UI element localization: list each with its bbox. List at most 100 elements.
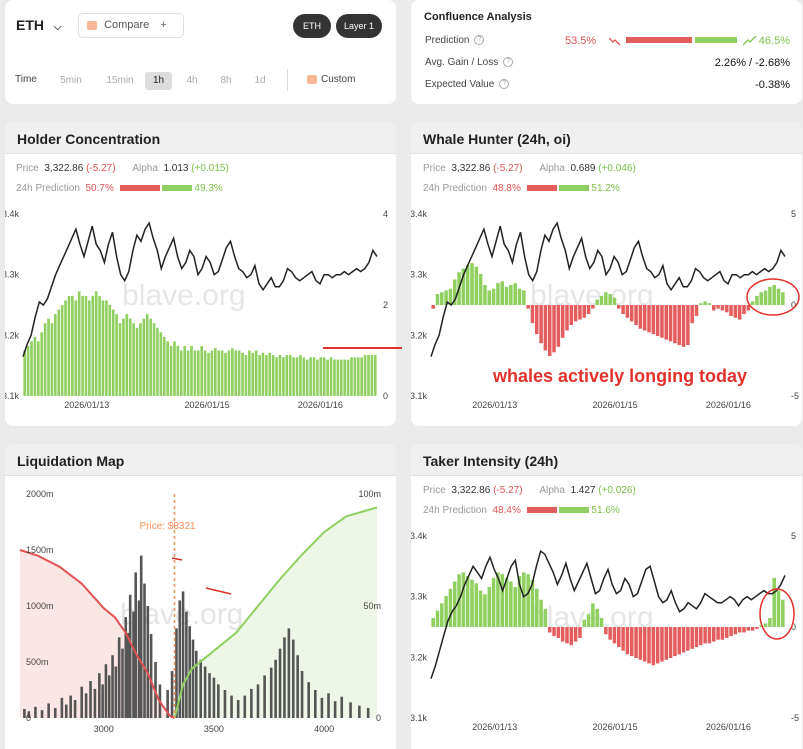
asset-selector[interactable]: ETH ⌵ <box>16 17 61 33</box>
bar <box>677 627 681 655</box>
bar <box>655 627 660 664</box>
price-line <box>22 221 378 357</box>
liq-bar <box>166 690 169 718</box>
bar <box>547 305 552 356</box>
bar <box>750 627 755 631</box>
custom-button[interactable]: Custom <box>307 74 355 85</box>
bar <box>599 295 604 305</box>
bar <box>768 617 772 627</box>
liq-bar <box>250 688 253 718</box>
bar <box>746 627 751 631</box>
tf-5min[interactable]: 5min <box>60 75 82 86</box>
bar <box>655 305 660 336</box>
bar <box>500 281 504 305</box>
bar <box>487 290 492 305</box>
bar <box>612 297 617 305</box>
liq-bar <box>117 637 121 718</box>
liq-bar <box>128 594 132 718</box>
liq-bar <box>185 611 188 718</box>
bar <box>556 627 561 638</box>
y-tick-right: 5 <box>791 209 796 219</box>
card-header <box>411 444 802 476</box>
bar <box>547 627 552 633</box>
liq-bar <box>349 702 352 718</box>
bar <box>608 627 612 640</box>
bar <box>742 627 746 633</box>
bar <box>569 305 574 326</box>
bar <box>81 295 84 396</box>
bar <box>543 608 548 627</box>
x-tick: 3000 <box>94 724 114 734</box>
liq-bar <box>274 659 277 718</box>
tag-eth[interactable]: ETH <box>293 14 331 38</box>
tf-1h[interactable]: 1h <box>145 72 172 90</box>
bar <box>720 305 725 311</box>
bar <box>491 577 496 627</box>
bar <box>176 345 180 396</box>
bar <box>452 581 457 627</box>
y-tick-left: 1000m <box>26 601 54 611</box>
y-tick-right: 2 <box>383 300 388 310</box>
bar <box>169 345 173 396</box>
bar <box>200 345 204 396</box>
bar <box>478 590 483 627</box>
tf-15min[interactable]: 15min <box>106 75 134 86</box>
bar <box>668 305 673 342</box>
gain-loss-row: Avg. Gain / Loss? 2.26% / -2.68% <box>425 57 790 69</box>
tag-layer1[interactable]: Layer 1 <box>336 14 382 38</box>
bar <box>582 305 587 318</box>
bar <box>599 617 604 627</box>
bar <box>772 284 776 305</box>
bar <box>67 295 71 396</box>
long-cum-line <box>173 506 378 719</box>
bar <box>651 305 656 335</box>
bar <box>275 357 278 396</box>
bar <box>122 318 125 396</box>
bar <box>556 305 561 347</box>
bar <box>690 627 694 649</box>
bar <box>33 336 37 396</box>
compare-button[interactable]: Compare + <box>78 13 184 38</box>
bar <box>720 627 725 640</box>
bar <box>254 350 258 396</box>
liq-bar <box>230 695 233 718</box>
help-icon[interactable]: ? <box>474 35 485 46</box>
asset-label: ETH <box>16 17 44 33</box>
bar <box>139 323 142 396</box>
bar <box>573 305 578 322</box>
bar <box>763 290 768 305</box>
tf-8h[interactable]: 8h <box>220 75 232 86</box>
bar <box>474 583 479 627</box>
annotation-text: whales actively longing today <box>493 366 748 386</box>
bar <box>118 323 122 396</box>
help-icon[interactable]: ? <box>503 57 514 68</box>
trend-down-icon <box>609 37 621 46</box>
tf-1d[interactable]: 1d <box>254 75 266 86</box>
bar <box>220 350 224 396</box>
bar <box>50 323 54 396</box>
price-stat: Price 3,322.86 (-5.27) Alpha 0.689 (+0.0… <box>423 163 636 174</box>
liq-bar <box>366 707 370 718</box>
bar <box>690 305 694 324</box>
card-title: Taker Intensity (24h) <box>423 453 559 469</box>
y-tick-right: 50m <box>363 601 381 611</box>
bar <box>346 359 350 396</box>
tf-4h[interactable]: 4h <box>186 75 198 86</box>
liq-bar <box>101 684 104 718</box>
bar <box>535 305 539 335</box>
bar <box>634 627 638 658</box>
liq-bar <box>73 700 77 718</box>
bar <box>105 300 108 396</box>
bar <box>248 350 251 396</box>
bar <box>768 286 772 305</box>
trend-up-icon <box>743 36 757 46</box>
bar <box>733 305 738 318</box>
liq-bar <box>333 701 337 718</box>
bar <box>125 314 129 396</box>
bar <box>285 355 289 396</box>
bar <box>350 357 353 396</box>
help-icon[interactable]: ? <box>499 79 510 90</box>
chevron-down-icon: ⌵ <box>53 22 62 33</box>
bar <box>142 318 146 396</box>
